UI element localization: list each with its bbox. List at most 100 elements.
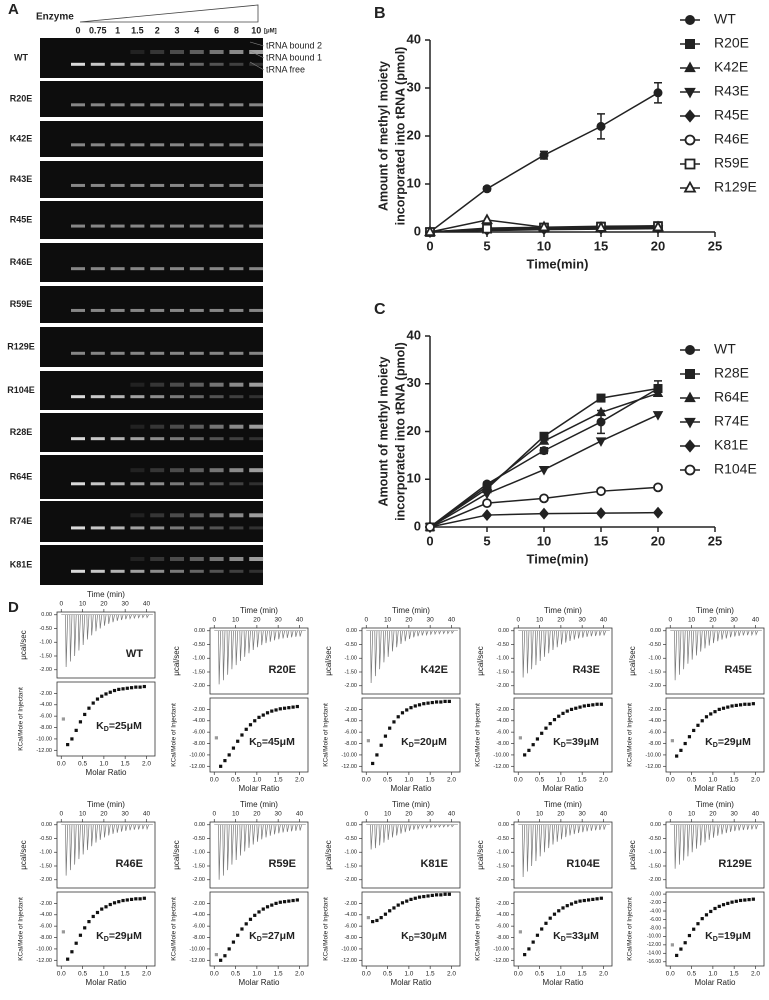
kd-symbol: K [249, 930, 257, 942]
data-point [366, 916, 370, 920]
injection-peak [590, 630, 594, 637]
gel-band [71, 267, 85, 271]
injection-peak [395, 824, 399, 836]
injection-peak [598, 630, 602, 636]
band-label: tRNA bound 2 [266, 40, 322, 50]
y-tick-label: -6.00 [39, 924, 52, 930]
data-point [274, 901, 278, 905]
kd-symbol: K [705, 736, 713, 748]
y-tick-label: -2.00 [648, 877, 661, 883]
y-tick-label: -12.00 [341, 764, 357, 770]
gel-band [130, 437, 145, 441]
y-tick-label: -1.50 [344, 669, 357, 675]
injection-peak [708, 630, 712, 646]
y-tick-label: -2.00 [344, 901, 357, 907]
data-point [430, 700, 434, 705]
data-point [721, 706, 726, 710]
legend-marker [684, 87, 696, 99]
y-tick-label: -10.00 [493, 946, 509, 952]
gel-band [229, 468, 244, 473]
time-tick-label: 0 [516, 617, 520, 624]
data-point [287, 899, 291, 903]
y-tick-label: 30 [407, 375, 421, 390]
injection-peak [103, 824, 107, 838]
injection-peak [746, 630, 750, 636]
data-point [270, 903, 274, 907]
injection-peak [294, 630, 298, 637]
injection-peak [526, 824, 530, 872]
concentration-label: 0 [75, 25, 80, 35]
y-tick-label: 40 [407, 31, 421, 46]
x-tick-label: 1.0 [252, 777, 261, 784]
injection-peak [116, 614, 120, 621]
injection-peak [399, 630, 403, 644]
gel-band [150, 224, 165, 228]
data-point [434, 893, 439, 897]
y-tick-label: -2.00 [344, 707, 357, 713]
injection-peak [146, 614, 149, 619]
data-point [295, 704, 299, 709]
injection-peak [112, 614, 115, 623]
gel-band [229, 50, 244, 54]
data-point [443, 892, 447, 896]
gel-band [189, 382, 204, 387]
kd-label: KD=45μM [249, 736, 295, 749]
data-point [287, 706, 291, 710]
legend-label: R28E [714, 365, 749, 381]
data-point [66, 957, 70, 961]
concentration-label: 0.75 [89, 25, 107, 35]
x-axis-label: Time(min) [527, 551, 589, 566]
injection-peak [247, 630, 251, 654]
gel-band [150, 468, 165, 473]
x-tick-label: 0.5 [687, 777, 696, 784]
data-point [747, 702, 751, 706]
y-tick-label: 20 [407, 423, 421, 438]
y-tick-label: -1.50 [648, 669, 661, 675]
legend-marker [685, 15, 695, 25]
y-tick-label: -0.50 [648, 836, 661, 842]
x-tick-label: 2.0 [599, 777, 608, 784]
y-axis-label: KCal/Mole of Injectant [171, 897, 178, 961]
injection-peak [691, 824, 695, 853]
data-point [295, 898, 299, 902]
time-tick-label: 10 [688, 617, 696, 624]
data-point [261, 907, 265, 911]
x-tick-label: 2.0 [295, 971, 304, 978]
data-point [424, 225, 436, 237]
y-tick-label: -2.00 [650, 900, 662, 906]
injection-peak [133, 824, 137, 830]
x-axis-label: Molar Ratio [86, 978, 127, 987]
gel-band [229, 183, 244, 187]
injection-peak [729, 630, 733, 638]
data-point [482, 498, 492, 509]
data-point [481, 213, 493, 225]
y-tick-label: -2.00 [192, 877, 205, 883]
injection-peak [539, 630, 543, 662]
gel-band [110, 183, 125, 187]
injection-peak [265, 824, 268, 838]
data-point [392, 906, 396, 910]
data-point [121, 687, 125, 691]
y-tick-label: -1.50 [39, 653, 52, 659]
data-point [142, 896, 146, 900]
injection-peak [378, 630, 382, 670]
y-tick-label: -8.00 [344, 741, 357, 747]
y-tick-label: -0.50 [39, 836, 52, 842]
concentration-label: 4 [194, 25, 199, 35]
data-point [278, 900, 282, 904]
gel-band [130, 62, 145, 66]
gel-band [130, 267, 145, 271]
injection-peak [116, 824, 120, 833]
injection-peak [290, 630, 294, 638]
y-tick-label: -2.00 [39, 877, 52, 883]
data-point [100, 694, 104, 698]
x-tick-label: 25 [708, 238, 722, 253]
gel-band [110, 437, 125, 441]
data-point [396, 715, 400, 719]
gel-band [130, 395, 145, 399]
time-tick-label: 10 [79, 811, 87, 818]
kd-subscript: D [409, 936, 414, 943]
data-point [717, 904, 721, 908]
plot-frame [209, 821, 309, 889]
injection-peak [729, 824, 733, 832]
